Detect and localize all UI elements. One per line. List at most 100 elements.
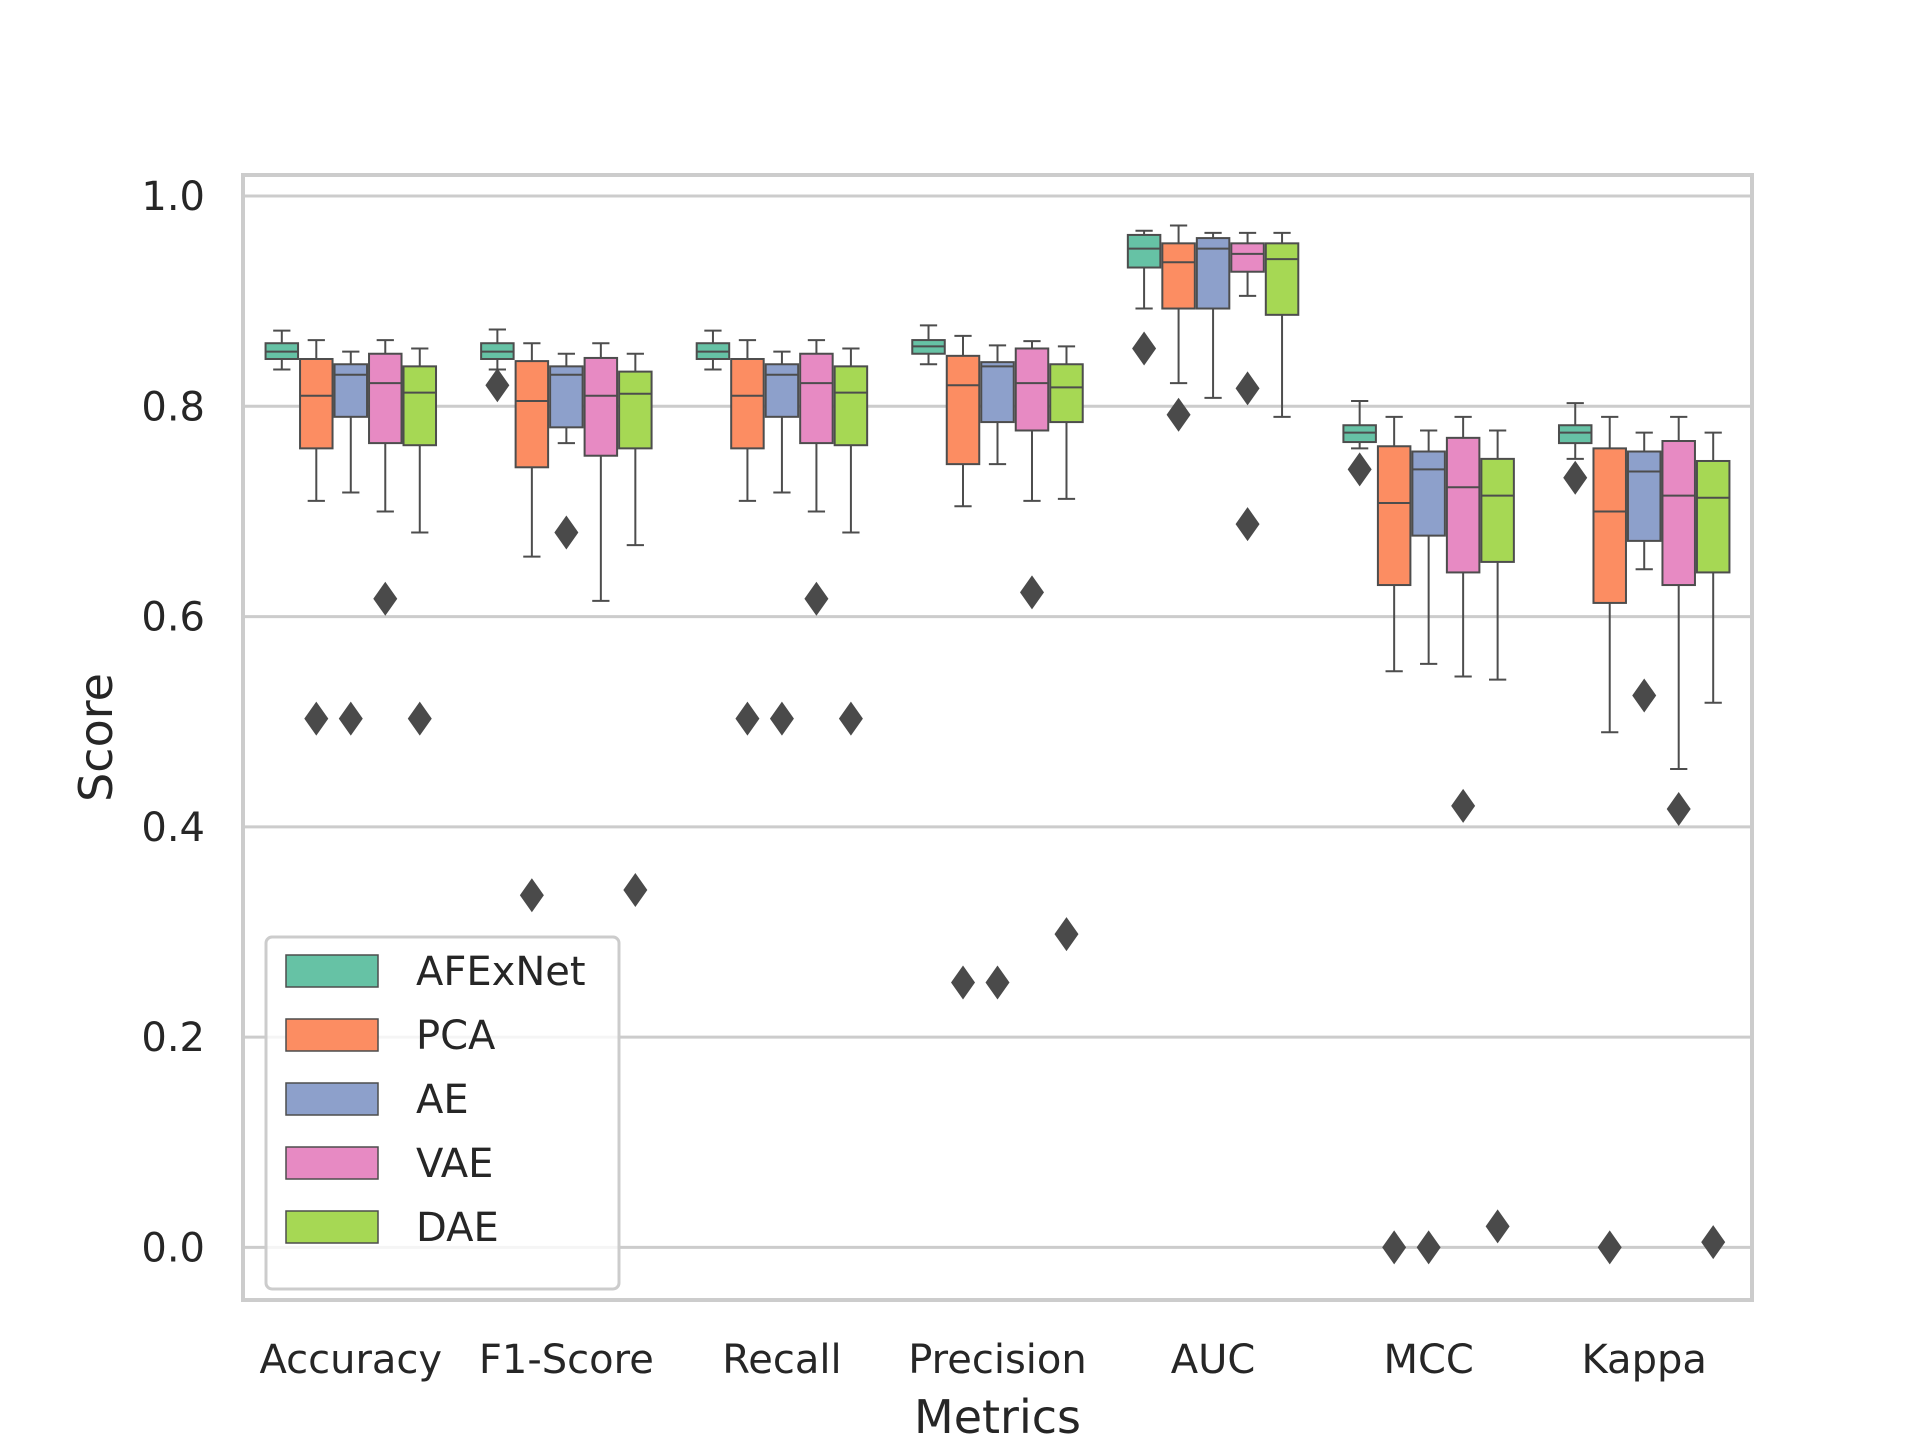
box-afexnet-auc: [1126, 229, 1162, 310]
outlier-point: [338, 701, 363, 736]
box-body: [1557, 424, 1593, 445]
box-body: [1445, 436, 1481, 574]
box-afexnet-precision: [911, 324, 946, 366]
box-dae-accuracy: [402, 347, 438, 534]
box-vae-mcc: [1445, 415, 1481, 678]
box-series: [264, 224, 1731, 771]
box-pca-auc: [1161, 224, 1196, 385]
y-tick-label: 0.8: [141, 384, 205, 430]
outlier-point: [1416, 1230, 1441, 1265]
outlier-point: [1166, 397, 1191, 432]
x-tick-label: Precision: [908, 1337, 1086, 1383]
x-tick-label: Recall: [722, 1337, 841, 1383]
box-body: [1411, 450, 1446, 537]
outlier-point: [373, 581, 398, 616]
box-body: [945, 354, 981, 466]
y-tick-label: 0.2: [141, 1015, 205, 1061]
x-tick-label: MCC: [1383, 1337, 1473, 1383]
box-body: [1049, 363, 1084, 424]
box-body: [1626, 450, 1662, 542]
box-vae-recall: [799, 339, 834, 513]
y-tick-label: 0.4: [141, 805, 205, 851]
box-pca-precision: [945, 334, 981, 508]
outlier-point: [554, 515, 579, 550]
box-pca-kappa: [1592, 415, 1627, 734]
outlier-point: [1347, 452, 1372, 487]
box-afexnet-mcc: [1342, 400, 1377, 450]
outlier-point: [1597, 1230, 1622, 1265]
box-vae-kappa: [1661, 415, 1696, 771]
legend-label: AFExNet: [416, 949, 586, 995]
box-body: [333, 363, 369, 418]
box-body: [299, 357, 334, 450]
outlier-point: [1563, 460, 1588, 495]
box-ae-auc: [1195, 231, 1231, 399]
box-afexnet-f1-score: [480, 328, 515, 371]
box-body: [764, 363, 800, 418]
outlier-point: [1132, 331, 1157, 366]
legend: AFExNet PCA AE VAE DAE: [264, 935, 621, 1291]
outlier-point: [1019, 575, 1044, 610]
box-body: [1342, 424, 1377, 444]
outlier-point: [1632, 678, 1657, 713]
legend-label: PCA: [416, 1013, 496, 1059]
box-ae-recall: [764, 350, 800, 494]
outlier-point: [304, 701, 329, 736]
box-pca-f1-score: [514, 342, 550, 558]
box-body: [980, 361, 1015, 424]
legend-label: AE: [416, 1077, 469, 1123]
outlier-point: [485, 368, 510, 403]
box-dae-mcc: [1480, 429, 1515, 681]
box-body: [1161, 242, 1196, 310]
box-body: [368, 352, 403, 445]
box-body: [618, 370, 653, 450]
outlier-point: [769, 701, 794, 736]
box-ae-mcc: [1411, 429, 1446, 665]
y-tick-labels: 0.0 0.2 0.4 0.6 0.8 1.0: [141, 174, 205, 1271]
box-vae-f1-score: [583, 342, 619, 602]
box-body: [583, 356, 619, 457]
box-pca-recall: [730, 339, 765, 502]
x-tick-labels: Accuracy F1-Score Recall Precision AUC MCC Kap…: [259, 1337, 1706, 1383]
outlier-point: [838, 701, 863, 736]
outlier-point: [1054, 917, 1079, 952]
box-body: [1695, 459, 1731, 574]
box-body: [1264, 242, 1300, 316]
outlier-point: [951, 965, 976, 1000]
legend-swatch: [285, 954, 379, 988]
box-dae-kappa: [1695, 431, 1731, 704]
outlier-point: [407, 701, 432, 736]
outlier-point: [735, 701, 760, 736]
plot-frame: [241, 173, 1754, 1302]
box-body: [514, 360, 550, 469]
box-vae-accuracy: [368, 339, 403, 513]
y-tick-label: 0.6: [141, 595, 205, 641]
y-axis-label: Score: [69, 673, 123, 802]
legend-swatch: [285, 1146, 379, 1180]
y-tick-label: 0.0: [141, 1225, 205, 1271]
box-body: [1592, 447, 1627, 604]
box-body: [402, 365, 438, 447]
legend-swatch: [285, 1018, 379, 1052]
box-body: [1376, 445, 1412, 587]
box-vae-precision: [1014, 340, 1050, 502]
legend-label: VAE: [416, 1141, 493, 1187]
outlier-point: [1666, 791, 1691, 826]
outlier-point: [804, 581, 829, 616]
box-body: [1230, 242, 1265, 273]
y-tick-label: 1.0: [141, 174, 205, 220]
box-pca-mcc: [1376, 415, 1412, 673]
outlier-point: [1701, 1225, 1726, 1260]
outlier-point: [519, 878, 544, 913]
outlier-point: [985, 965, 1010, 1000]
outlier-markers: [304, 331, 1726, 1265]
x-tick-label: Accuracy: [259, 1337, 442, 1383]
box-body: [549, 365, 584, 429]
outlier-point: [623, 872, 648, 907]
x-tick-label: AUC: [1171, 1337, 1256, 1383]
box-body: [1014, 347, 1050, 432]
box-body: [1195, 237, 1231, 310]
box-ae-accuracy: [333, 350, 369, 494]
outlier-point: [1485, 1209, 1510, 1244]
box-vae-auc: [1230, 231, 1265, 297]
